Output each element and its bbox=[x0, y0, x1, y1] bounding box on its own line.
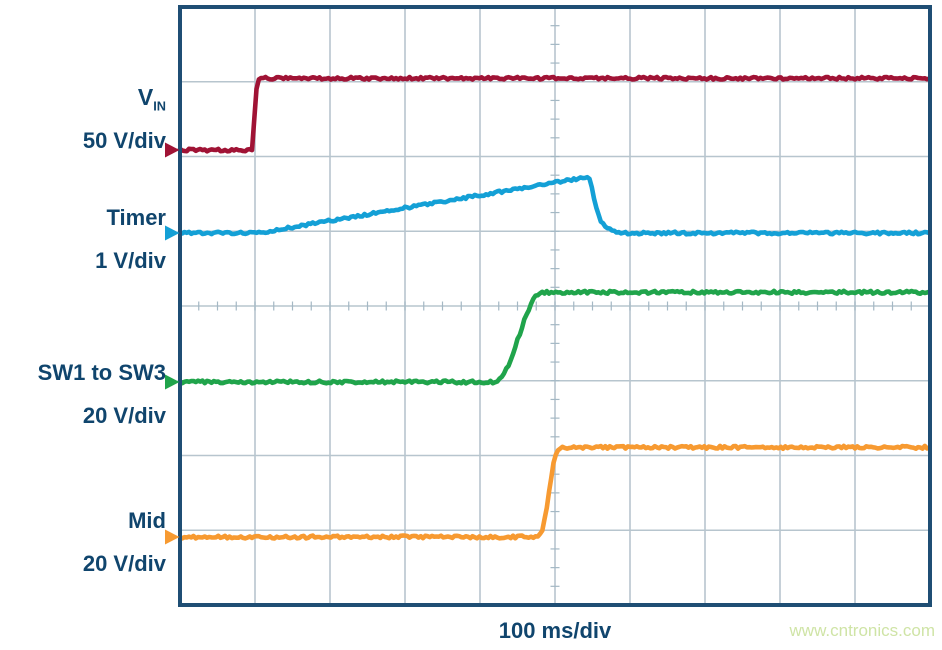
channel-label-timer: Timer 1 V/div bbox=[0, 200, 166, 278]
trace-timer bbox=[177, 174, 932, 237]
trace-vin bbox=[177, 74, 932, 154]
ground-marker-arrow-icon bbox=[165, 225, 180, 241]
channel-ground-markers bbox=[165, 142, 180, 545]
channel-label-mid: Mid 20 V/div bbox=[0, 503, 166, 581]
ground-marker-arrow-icon bbox=[165, 142, 180, 158]
graticule-minor-ticks bbox=[179, 6, 931, 606]
trace-mid bbox=[177, 443, 932, 541]
plot-frame bbox=[178, 5, 932, 607]
channel-name: VIN bbox=[137, 84, 166, 114]
channel-name: Mid bbox=[128, 508, 166, 533]
ground-marker-arrow-icon bbox=[165, 529, 180, 545]
trace-sw1-to-sw3 bbox=[177, 288, 932, 386]
channel-label-vin: VIN 50 V/div bbox=[0, 80, 166, 158]
channel-scale: 50 V/div bbox=[82, 128, 166, 154]
waveform-traces bbox=[177, 74, 932, 541]
channel-scale: 1 V/div bbox=[95, 248, 166, 274]
ground-marker-arrow-icon bbox=[165, 374, 180, 390]
x-axis-label: 100 ms/div bbox=[498, 618, 612, 643]
channel-scale: 20 V/div bbox=[82, 551, 166, 577]
watermark: www.cntronics.com bbox=[789, 621, 935, 640]
channel-name: SW1 to SW3 bbox=[37, 360, 166, 385]
channel-scale: 20 V/div bbox=[82, 403, 166, 429]
channel-name: Timer bbox=[106, 205, 166, 230]
channel-label-sw: SW1 to SW3 20 V/div bbox=[0, 355, 166, 433]
